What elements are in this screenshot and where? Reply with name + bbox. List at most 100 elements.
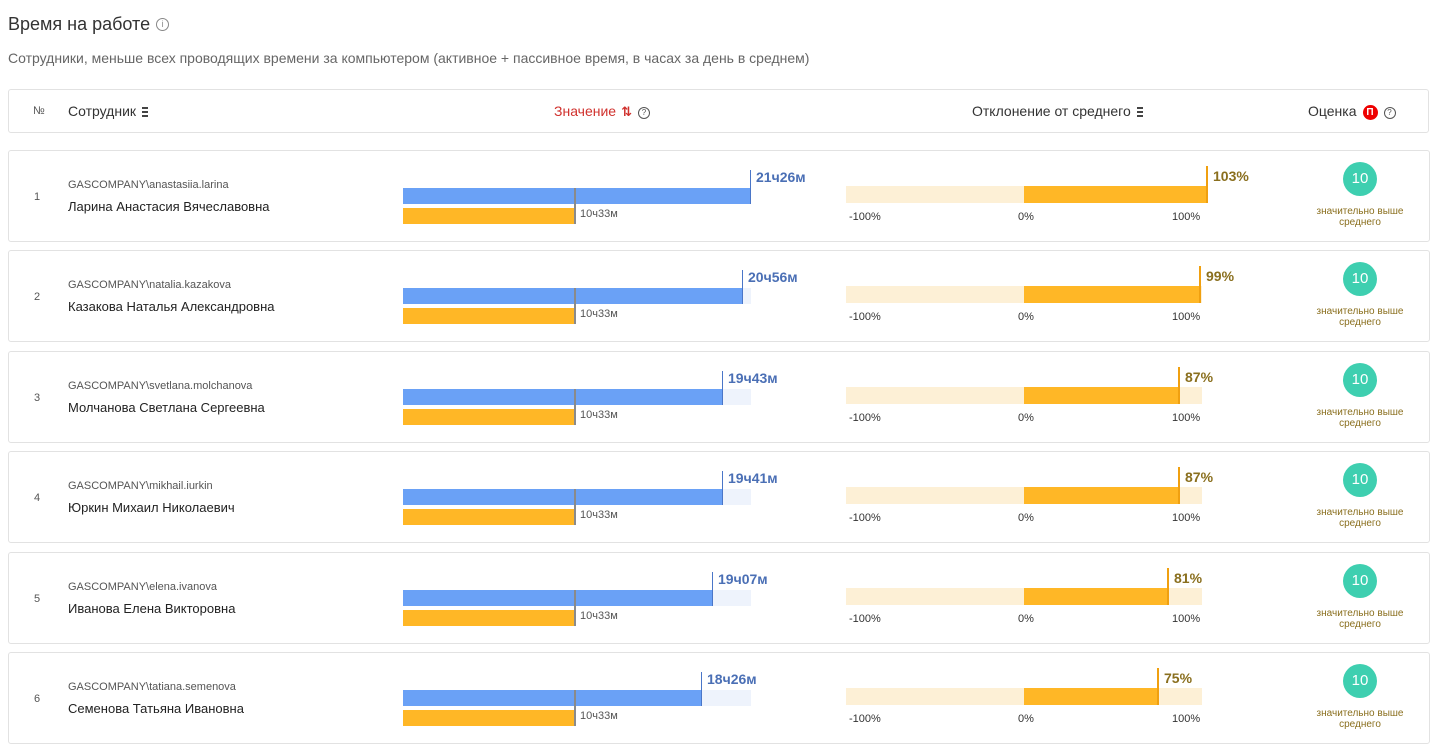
value-tick bbox=[722, 371, 723, 405]
employee-name[interactable]: Ларина Анастасия Вячеславовна bbox=[68, 199, 270, 214]
axis-label-min: -100% bbox=[849, 512, 881, 524]
average-bar bbox=[403, 710, 576, 726]
value-label: 19ч41м bbox=[728, 470, 778, 486]
value-bar-track bbox=[403, 288, 751, 304]
employee-name[interactable]: Семенова Татьяна Ивановна bbox=[68, 701, 244, 716]
deviation-bar bbox=[1024, 588, 1168, 605]
filter-icon[interactable] bbox=[142, 107, 149, 117]
table-row[interactable]: 5 GASCOMPANY\elena.ivanova Иванова Елена… bbox=[8, 552, 1430, 644]
value-bar bbox=[403, 590, 713, 606]
average-bar bbox=[403, 610, 576, 626]
average-label: 10ч33м bbox=[580, 208, 618, 220]
deviation-tick bbox=[1157, 668, 1159, 705]
column-deviation[interactable]: Отклонение от среднего bbox=[972, 90, 1143, 132]
axis-label-max: 100% bbox=[1172, 311, 1201, 323]
deviation-label: 87% bbox=[1185, 469, 1214, 485]
value-bar-track bbox=[403, 590, 751, 606]
deviation-tick bbox=[1178, 367, 1180, 404]
axis-label-min: -100% bbox=[849, 613, 881, 625]
axis-label-zero: 0% bbox=[1018, 512, 1034, 524]
value-tick bbox=[701, 672, 702, 706]
deviation-tick bbox=[1167, 568, 1169, 605]
filter-icon[interactable] bbox=[1136, 107, 1143, 117]
help-icon[interactable]: ? bbox=[1383, 107, 1396, 119]
value-label: 18ч26м bbox=[707, 671, 757, 687]
score-label: значительно выше среднего bbox=[1316, 306, 1404, 328]
average-marker bbox=[574, 489, 576, 525]
score-circle[interactable]: 10 bbox=[1343, 564, 1377, 598]
row-number: 4 bbox=[34, 492, 41, 504]
value-tick bbox=[750, 170, 751, 204]
column-score-label: Оценка bbox=[1308, 103, 1357, 119]
help-icon[interactable]: ? bbox=[638, 107, 650, 119]
value-tick bbox=[712, 572, 713, 606]
axis-label-max: 100% bbox=[1172, 512, 1201, 524]
value-bar bbox=[403, 188, 751, 204]
score-label: значительно выше среднего bbox=[1316, 206, 1404, 228]
employee-name[interactable]: Юркин Михаил Николаевич bbox=[68, 500, 235, 515]
average-marker bbox=[574, 690, 576, 726]
employee-login: GASCOMPANY\tatiana.semenova bbox=[68, 681, 236, 693]
axis-label-zero: 0% bbox=[1018, 211, 1034, 223]
average-bar bbox=[403, 509, 576, 525]
deviation-tick bbox=[1178, 467, 1180, 504]
table-row[interactable]: 1 GASCOMPANY\anastasiia.larina Ларина Ан… bbox=[8, 150, 1430, 242]
column-score[interactable]: Оценка П? bbox=[1308, 90, 1396, 132]
column-value-label: Значение bbox=[554, 103, 617, 119]
average-label: 10ч33м bbox=[580, 610, 618, 622]
table-row[interactable]: 2 GASCOMPANY\natalia.kazakova Казакова Н… bbox=[8, 250, 1430, 342]
deviation-bar bbox=[1024, 688, 1158, 705]
employee-login: GASCOMPANY\natalia.kazakova bbox=[68, 279, 232, 291]
value-bar bbox=[403, 489, 723, 505]
axis-label-max: 100% bbox=[1172, 713, 1201, 725]
deviation-tick bbox=[1206, 166, 1208, 203]
score-label: значительно выше среднего bbox=[1316, 608, 1404, 630]
average-label: 10ч33м bbox=[580, 710, 618, 722]
average-label: 10ч33м bbox=[580, 509, 618, 521]
sort-desc-icon[interactable]: ⇅ bbox=[621, 104, 632, 119]
score-circle[interactable]: 10 bbox=[1343, 162, 1377, 196]
row-number: 6 bbox=[34, 693, 41, 705]
deviation-label: 81% bbox=[1174, 570, 1203, 586]
average-label: 10ч33м bbox=[580, 308, 618, 320]
average-marker bbox=[574, 288, 576, 324]
employee-name[interactable]: Молчанова Светлана Сергеевна bbox=[68, 400, 265, 415]
axis-label-zero: 0% bbox=[1018, 613, 1034, 625]
score-label: значительно выше среднего bbox=[1316, 407, 1404, 429]
score-circle[interactable]: 10 bbox=[1343, 262, 1377, 296]
table-header: № Сотрудник Значение ⇅? Отклонение от сре… bbox=[8, 89, 1429, 133]
axis-label-min: -100% bbox=[849, 311, 881, 323]
employee-login: GASCOMPANY\svetlana.molchanova bbox=[68, 380, 253, 392]
axis-label-min: -100% bbox=[849, 713, 881, 725]
value-label: 19ч07м bbox=[718, 571, 768, 587]
deviation-label: 99% bbox=[1206, 268, 1235, 284]
employee-name[interactable]: Казакова Наталья Александровна bbox=[68, 299, 275, 314]
table-row[interactable]: 4 GASCOMPANY\mikhail.iurkin Юркин Михаил… bbox=[8, 451, 1430, 543]
axis-label-zero: 0% bbox=[1018, 713, 1034, 725]
column-number: № bbox=[33, 105, 45, 117]
score-circle[interactable]: 10 bbox=[1343, 664, 1377, 698]
score-label: значительно выше среднего bbox=[1316, 708, 1404, 730]
value-bar-track bbox=[403, 690, 751, 706]
score-circle[interactable]: 10 bbox=[1343, 363, 1377, 397]
value-bar-track bbox=[403, 489, 751, 505]
value-bar-track bbox=[403, 188, 751, 204]
deviation-bar bbox=[1024, 286, 1200, 303]
value-bar-track bbox=[403, 389, 751, 405]
value-bar bbox=[403, 288, 743, 304]
score-circle[interactable]: 10 bbox=[1343, 463, 1377, 497]
table-row[interactable]: 6 GASCOMPANY\tatiana.semenova Семенова Т… bbox=[8, 652, 1430, 744]
employee-login: GASCOMPANY\anastasiia.larina bbox=[68, 179, 229, 191]
column-employee[interactable]: Сотрудник bbox=[68, 90, 149, 132]
deviation-label: 75% bbox=[1164, 670, 1193, 686]
axis-label-max: 100% bbox=[1172, 211, 1201, 223]
column-value[interactable]: Значение ⇅? bbox=[554, 90, 650, 132]
average-bar bbox=[403, 208, 576, 224]
score-badge: П bbox=[1362, 105, 1378, 120]
info-icon[interactable]: i bbox=[156, 18, 170, 31]
employee-name[interactable]: Иванова Елена Викторовна bbox=[68, 601, 236, 616]
table-row[interactable]: 3 GASCOMPANY\svetlana.molchanova Молчано… bbox=[8, 351, 1430, 443]
axis-label-max: 100% bbox=[1172, 412, 1201, 424]
column-deviation-label: Отклонение от среднего bbox=[972, 103, 1131, 119]
page-title: Время на работе i bbox=[8, 14, 170, 35]
